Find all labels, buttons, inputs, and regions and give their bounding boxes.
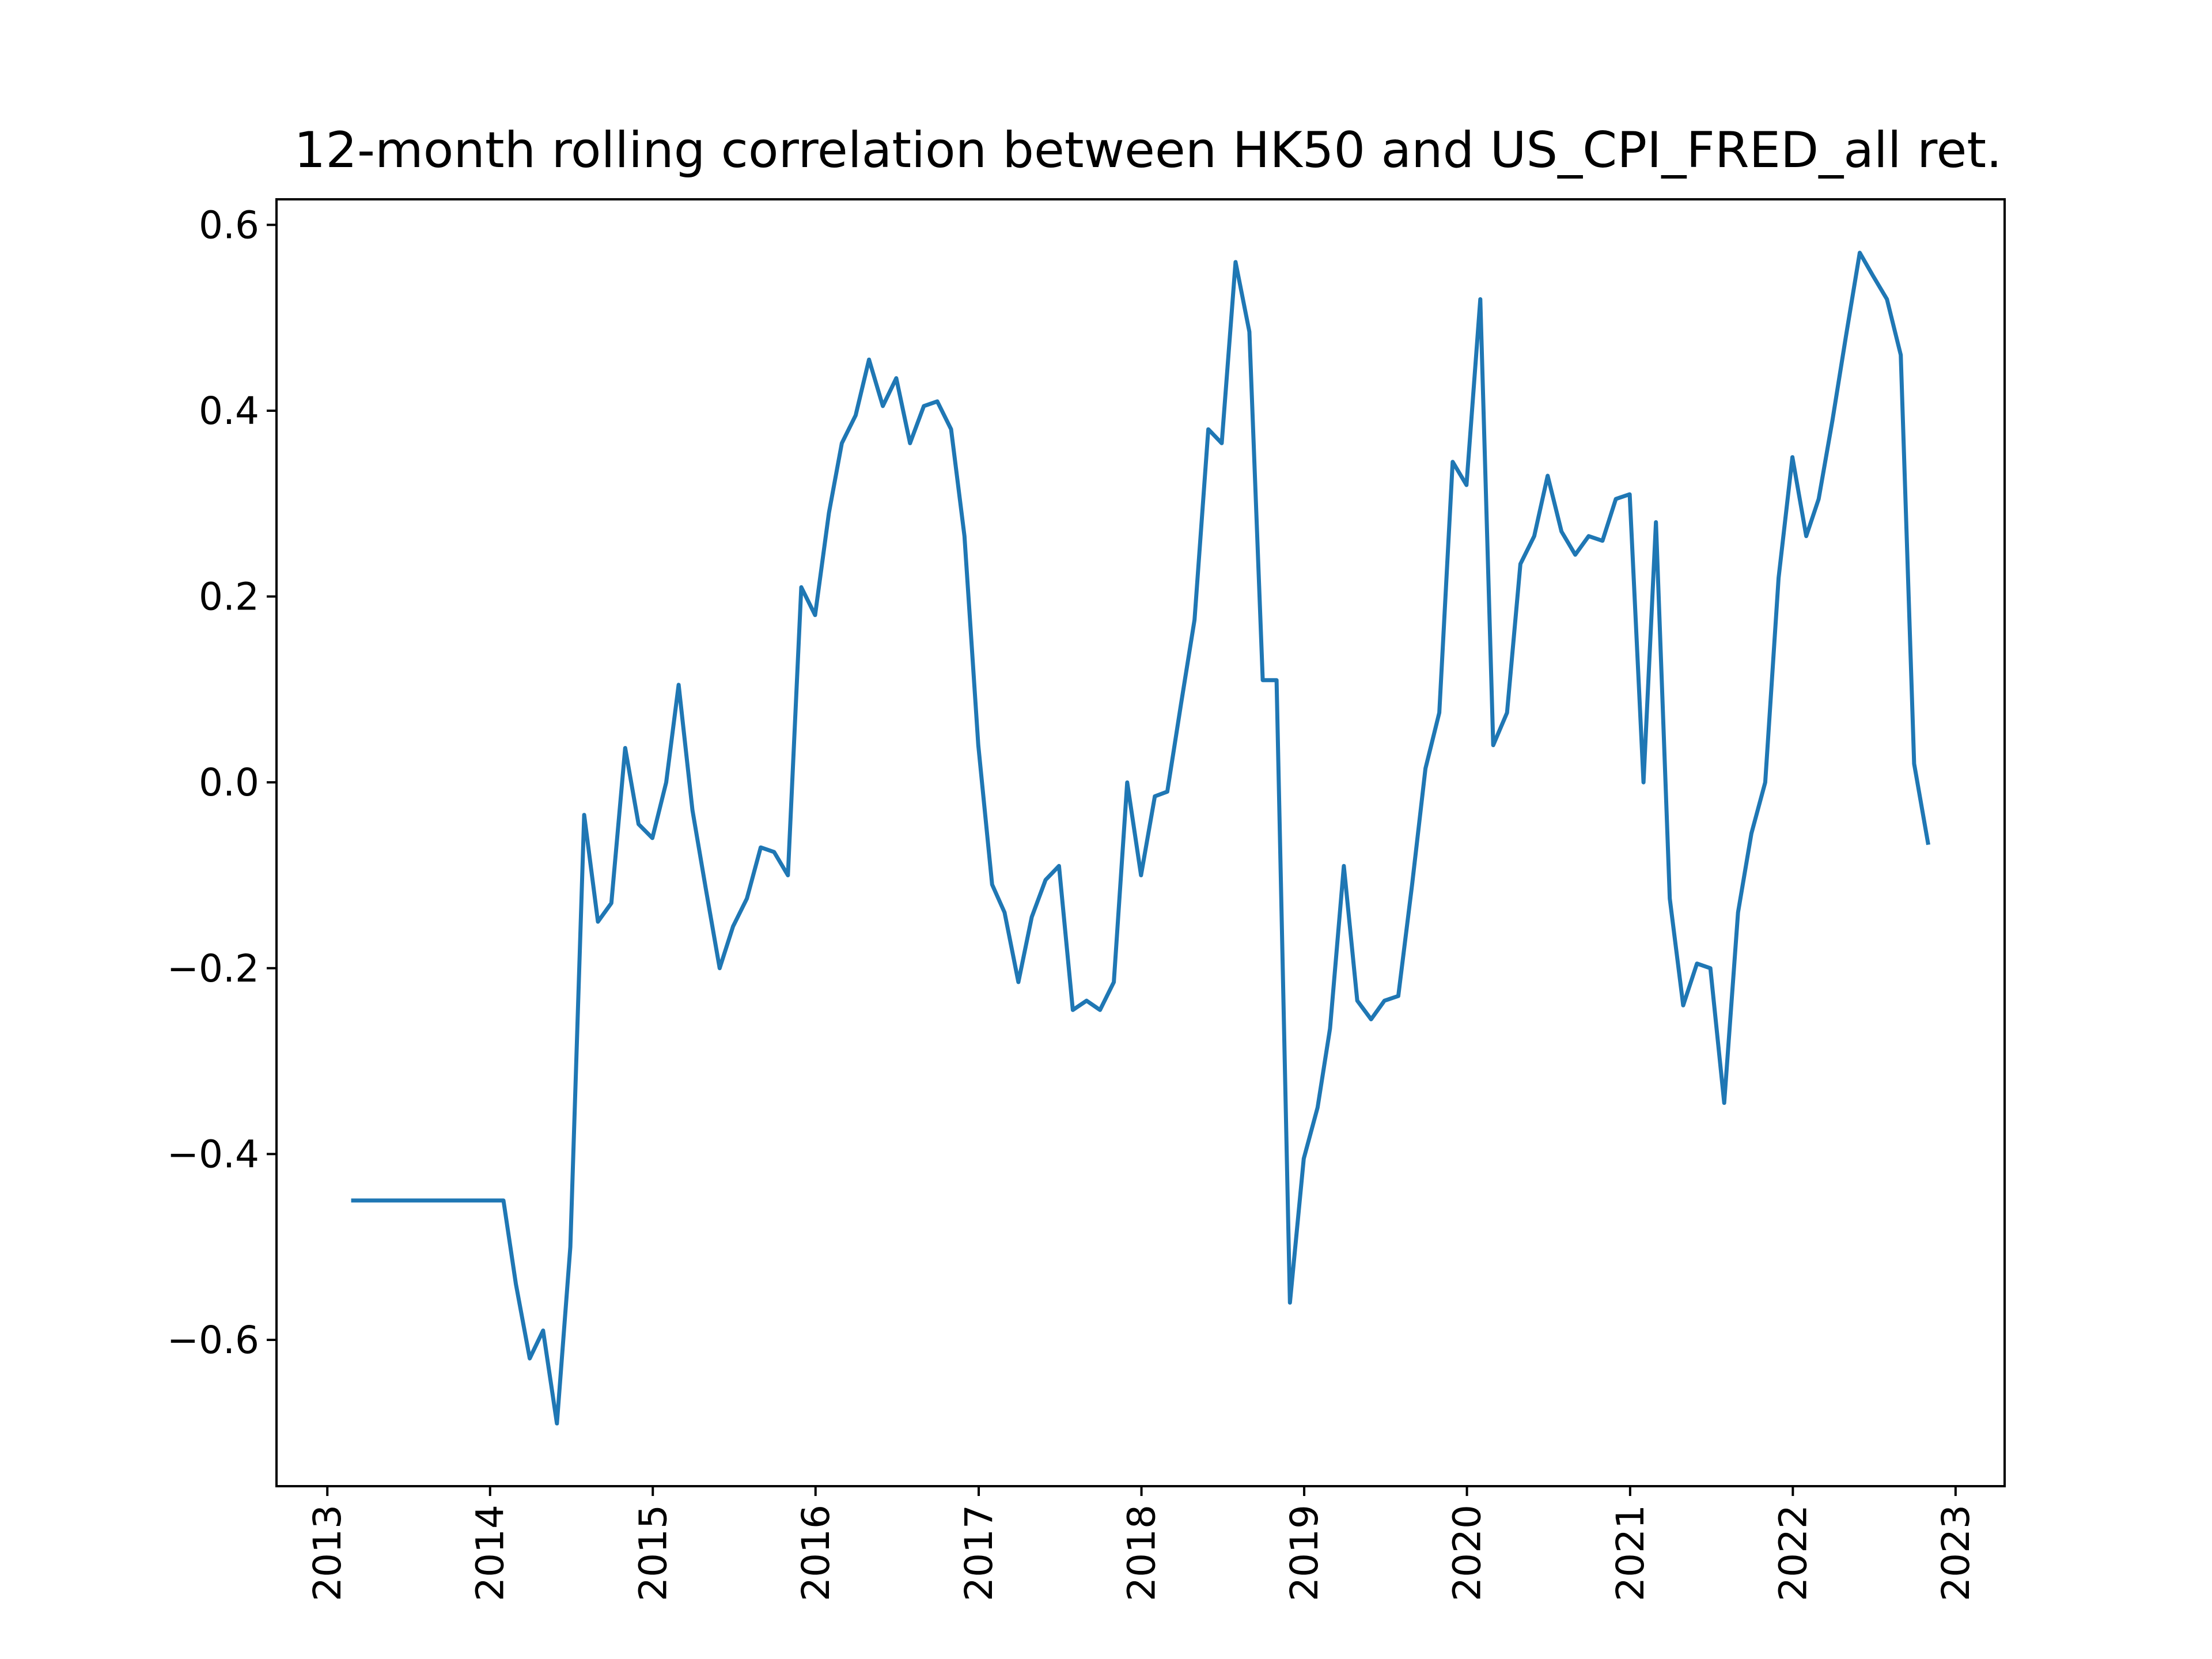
y-tick-label: 0.2 — [199, 575, 259, 619]
series-layer — [351, 251, 1930, 1426]
x-tick-label: 2023 — [1934, 1505, 1978, 1601]
y-tick-label: −0.2 — [167, 946, 259, 991]
x-tick-label: 2017 — [957, 1505, 1001, 1601]
x-tick-label: 2016 — [794, 1505, 838, 1601]
series-line — [351, 251, 1930, 1426]
plot-area-frame — [275, 198, 2006, 1487]
y-tick-label: −0.4 — [167, 1132, 259, 1176]
y-tick-label: 0.0 — [199, 760, 259, 805]
y-tick-label: 0.4 — [199, 389, 259, 433]
y-tick-label: 0.6 — [199, 203, 259, 247]
x-axis-ticks: 2013 2014 2015 2016 2017 2018 2019 2020 2021 2022… — [305, 1486, 1978, 1601]
x-tick-label: 2020 — [1445, 1505, 1490, 1601]
x-tick-label: 2019 — [1282, 1505, 1327, 1601]
x-tick-label: 2014 — [468, 1505, 513, 1601]
x-tick-label: 2022 — [1771, 1505, 1815, 1601]
y-tick-label: −0.6 — [167, 1318, 259, 1362]
chart-title: 12-month rolling correlation between HK5… — [294, 122, 2002, 179]
x-tick-label: 2013 — [305, 1505, 350, 1601]
x-tick-label: 2015 — [631, 1505, 675, 1601]
y-axis-ticks: −0.6 −0.4 −0.2 0.0 0.2 0.4 0.6 — [167, 203, 276, 1362]
x-tick-label: 2021 — [1608, 1505, 1653, 1601]
x-tick-label: 2018 — [1120, 1505, 1164, 1601]
